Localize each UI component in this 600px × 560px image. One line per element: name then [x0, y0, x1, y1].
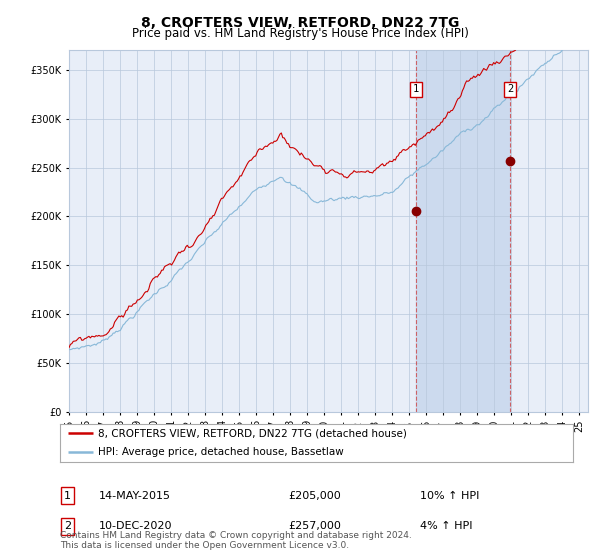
Text: 2: 2 — [507, 85, 514, 95]
Text: 1: 1 — [412, 85, 419, 95]
Text: Contains HM Land Registry data © Crown copyright and database right 2024.
This d: Contains HM Land Registry data © Crown c… — [60, 530, 412, 550]
Text: 14-MAY-2015: 14-MAY-2015 — [99, 491, 171, 501]
Text: £205,000: £205,000 — [288, 491, 341, 501]
Text: 1: 1 — [64, 491, 71, 501]
Text: £257,000: £257,000 — [288, 521, 341, 531]
Text: 2: 2 — [64, 521, 71, 531]
Text: 10-DEC-2020: 10-DEC-2020 — [99, 521, 173, 531]
Text: 4% ↑ HPI: 4% ↑ HPI — [420, 521, 473, 531]
Text: HPI: Average price, detached house, Bassetlaw: HPI: Average price, detached house, Bass… — [98, 447, 344, 458]
Text: 8, CROFTERS VIEW, RETFORD, DN22 7TG: 8, CROFTERS VIEW, RETFORD, DN22 7TG — [141, 16, 459, 30]
Text: 10% ↑ HPI: 10% ↑ HPI — [420, 491, 479, 501]
Text: 8, CROFTERS VIEW, RETFORD, DN22 7TG (detached house): 8, CROFTERS VIEW, RETFORD, DN22 7TG (det… — [98, 428, 407, 438]
Text: Price paid vs. HM Land Registry's House Price Index (HPI): Price paid vs. HM Land Registry's House … — [131, 27, 469, 40]
Bar — [416, 50, 511, 412]
